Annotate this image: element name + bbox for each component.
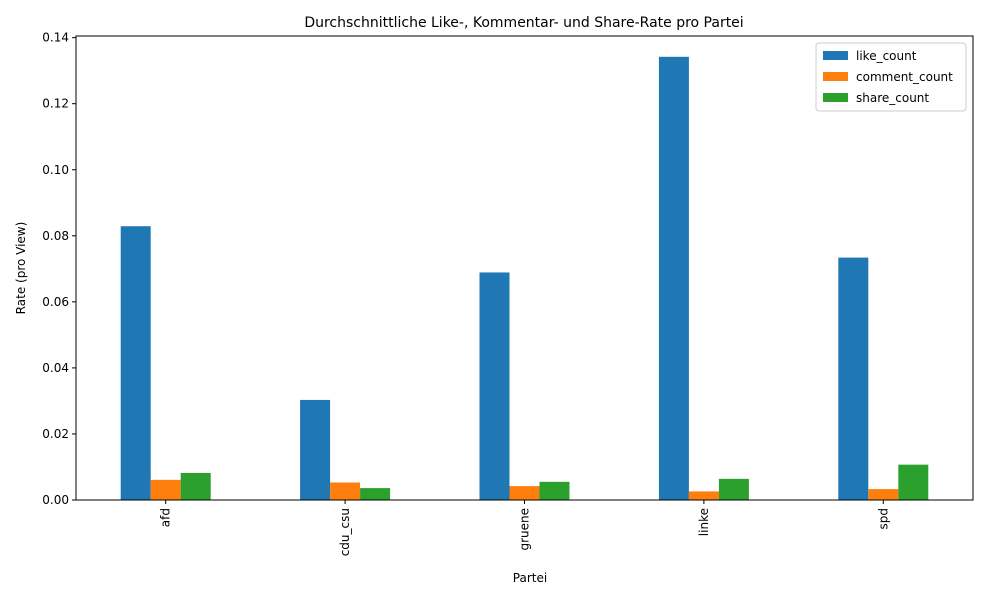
y-tick-label: 0.12 <box>42 97 69 111</box>
bar-share_count-cdu_csu <box>360 488 391 500</box>
bar-comment_count-cdu_csu <box>330 482 361 500</box>
y-axis-label: Rate (pro View) <box>14 222 28 315</box>
bar-comment_count-spd <box>868 489 899 500</box>
legend-label-comment_count: comment_count <box>856 70 953 84</box>
y-tick-label: 0.04 <box>42 361 69 375</box>
chart-title: Durchschnittliche Like-, Kommentar- und … <box>304 15 743 31</box>
x-tick-label-spd: spd <box>876 508 890 530</box>
x-axis-label: Partei <box>513 571 547 585</box>
legend-swatch-comment_count <box>823 72 848 81</box>
bar-like_count-linke <box>658 56 689 500</box>
bar-comment_count-gruene <box>509 486 540 500</box>
legend-box <box>815 42 967 112</box>
x-tick-label-cdu_csu: cdu_csu <box>338 508 352 556</box>
x-tick-label-afd: afd <box>159 508 173 527</box>
y-tick-label: 0.08 <box>42 229 69 243</box>
bar-share_count-spd <box>898 464 929 500</box>
y-tick-label: 0.02 <box>42 427 69 441</box>
bar-share_count-gruene <box>539 481 570 500</box>
legend-swatch-like_count <box>823 51 848 60</box>
legend-label-share_count: share_count <box>856 91 929 105</box>
bar-like_count-cdu_csu <box>300 399 331 500</box>
x-tick-label-linke: linke <box>697 508 711 536</box>
legend-swatch-share_count <box>823 93 848 102</box>
y-tick-label: 0.00 <box>42 493 69 507</box>
x-axis: afd cdu_csu gruene linke spd <box>159 500 890 556</box>
bar-like_count-spd <box>838 257 869 500</box>
bars-group <box>120 56 929 500</box>
bar-comment_count-afd <box>150 479 181 500</box>
bar-like_count-afd <box>120 226 151 500</box>
y-tick-label: 0.06 <box>42 295 69 309</box>
legend: like_count comment_count share_count <box>815 42 967 112</box>
bar-share_count-linke <box>718 478 749 500</box>
y-axis: 0.00 0.02 0.04 0.06 0.08 0.10 0.12 0.14 <box>42 31 76 507</box>
bar-like_count-gruene <box>479 272 510 500</box>
x-tick-label-gruene: gruene <box>518 508 532 551</box>
bar-share_count-afd <box>180 472 211 500</box>
legend-label-like_count: like_count <box>856 49 917 63</box>
bar-comment_count-linke <box>688 491 719 500</box>
y-tick-label: 0.14 <box>42 31 69 45</box>
plot-frame <box>75 35 974 501</box>
y-tick-label: 0.10 <box>42 163 69 177</box>
